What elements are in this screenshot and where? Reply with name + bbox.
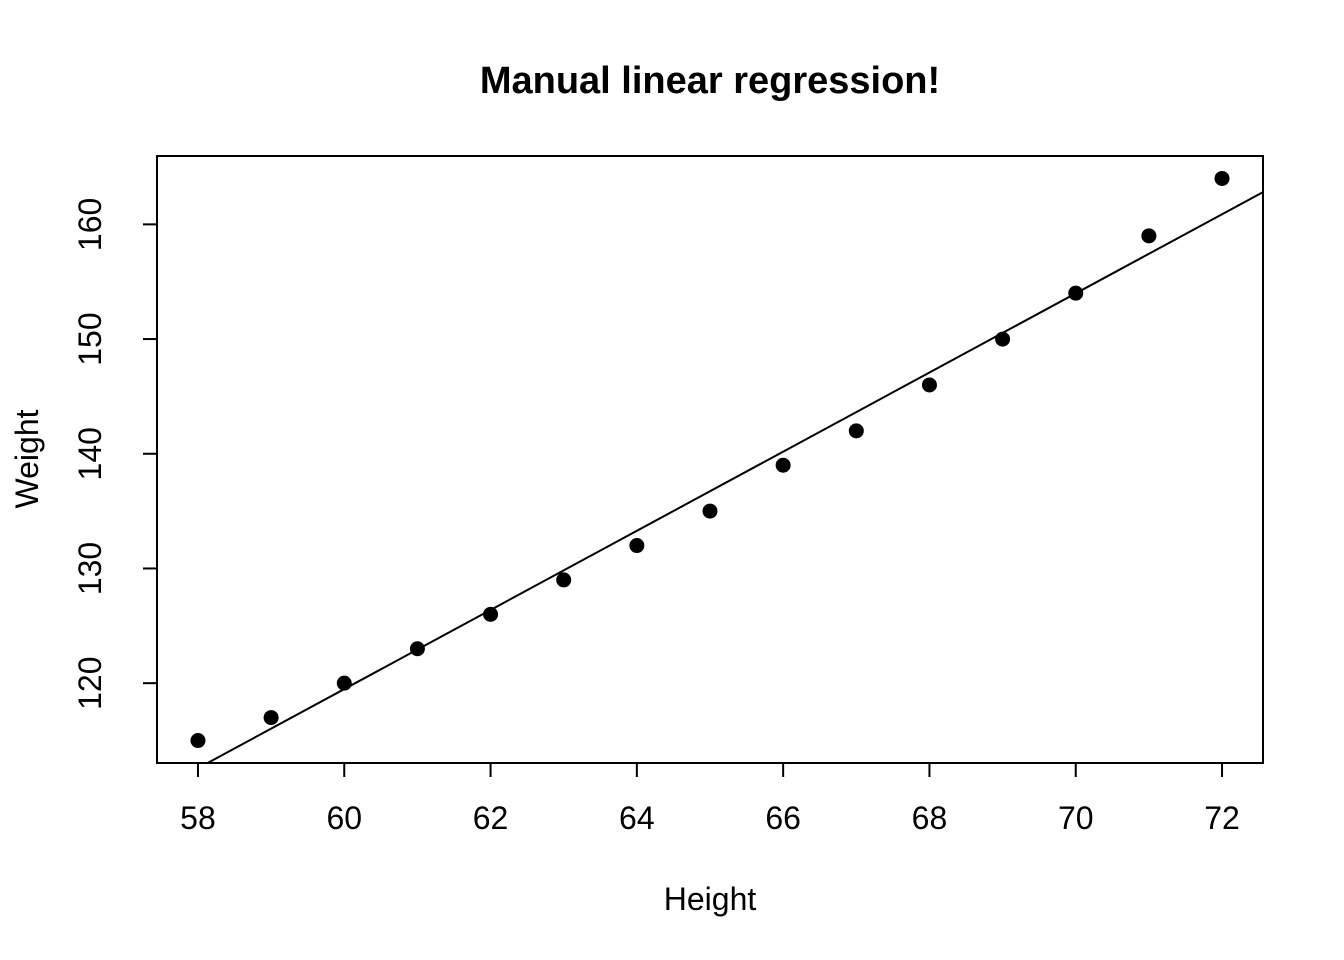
y-tick-label: 140 xyxy=(72,427,108,480)
data-point xyxy=(848,423,864,439)
data-point xyxy=(190,733,206,749)
y-tick-label: 160 xyxy=(72,198,108,251)
data-point xyxy=(556,572,572,588)
x-tick-label: 60 xyxy=(326,800,362,836)
y-axis: 120 130 140 150 160 xyxy=(72,198,157,710)
data-points xyxy=(190,170,1230,749)
data-point xyxy=(483,606,499,622)
chart-title: Manual linear regression! xyxy=(480,60,940,102)
data-point xyxy=(336,675,352,691)
data-point xyxy=(995,331,1011,347)
y-tick-label: 130 xyxy=(72,542,108,595)
fit-line xyxy=(207,191,1264,764)
x-axis-title: Height xyxy=(664,881,757,917)
x-tick-label: 70 xyxy=(1058,800,1094,836)
y-tick-label: 120 xyxy=(72,656,108,709)
data-point xyxy=(409,641,425,657)
y-tick-label: 150 xyxy=(72,312,108,365)
data-point xyxy=(775,457,791,473)
x-tick-label: 62 xyxy=(473,800,509,836)
data-point xyxy=(263,710,279,726)
data-point xyxy=(702,503,718,519)
y-axis-title: Weight xyxy=(9,409,45,508)
x-tick-label: 72 xyxy=(1204,800,1240,836)
x-tick-label: 58 xyxy=(180,800,216,836)
x-tick-label: 68 xyxy=(912,800,948,836)
data-point xyxy=(1068,285,1084,301)
data-point xyxy=(921,377,937,393)
x-axis: 58 60 62 64 66 68 70 72 xyxy=(180,763,1240,836)
x-tick-label: 66 xyxy=(765,800,801,836)
plot-border xyxy=(156,155,1264,764)
data-point xyxy=(629,538,645,554)
data-point xyxy=(1214,170,1230,186)
regression-line xyxy=(207,191,1264,764)
x-tick-label: 64 xyxy=(619,800,655,836)
data-point xyxy=(1141,228,1157,244)
